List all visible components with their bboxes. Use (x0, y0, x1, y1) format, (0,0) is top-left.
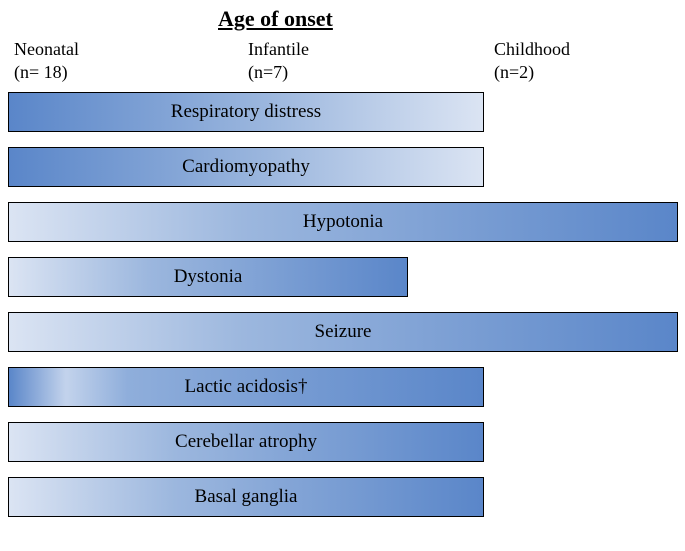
chart-canvas: { "title": { "text": "Age of onset", "le… (0, 0, 685, 551)
group-label: Childhood(n=2) (494, 38, 570, 83)
symptom-bar: Cerebellar atrophy (8, 422, 484, 462)
group-count: (n=7) (248, 61, 309, 84)
symptom-bar: Hypotonia (8, 202, 678, 242)
group-name: Childhood (494, 38, 570, 61)
symptom-bar: Respiratory distress (8, 92, 484, 132)
symptom-bar-label: Lactic acidosis† (185, 376, 308, 398)
symptom-bar-label: Dystonia (174, 266, 243, 288)
symptom-bar: Seizure (8, 312, 678, 352)
group-name: Neonatal (14, 38, 79, 61)
symptom-bar-label: Respiratory distress (171, 101, 321, 123)
symptom-bar-label: Cerebellar atrophy (175, 431, 317, 453)
symptom-bar: Basal ganglia (8, 477, 484, 517)
symptom-bar-label: Seizure (315, 321, 372, 343)
symptom-bar-label: Basal ganglia (195, 486, 298, 508)
symptom-bar-label: Cardiomyopathy (182, 156, 310, 178)
group-label: Infantile(n=7) (248, 38, 309, 83)
chart-title: Age of onset (218, 6, 333, 32)
group-count: (n=2) (494, 61, 570, 84)
symptom-bar: Cardiomyopathy (8, 147, 484, 187)
group-name: Infantile (248, 38, 309, 61)
group-count: (n= 18) (14, 61, 79, 84)
symptom-bar: Dystonia (8, 257, 408, 297)
symptom-bar: Lactic acidosis† (8, 367, 484, 407)
symptom-bar-label: Hypotonia (303, 211, 383, 233)
group-label: Neonatal(n= 18) (14, 38, 79, 83)
